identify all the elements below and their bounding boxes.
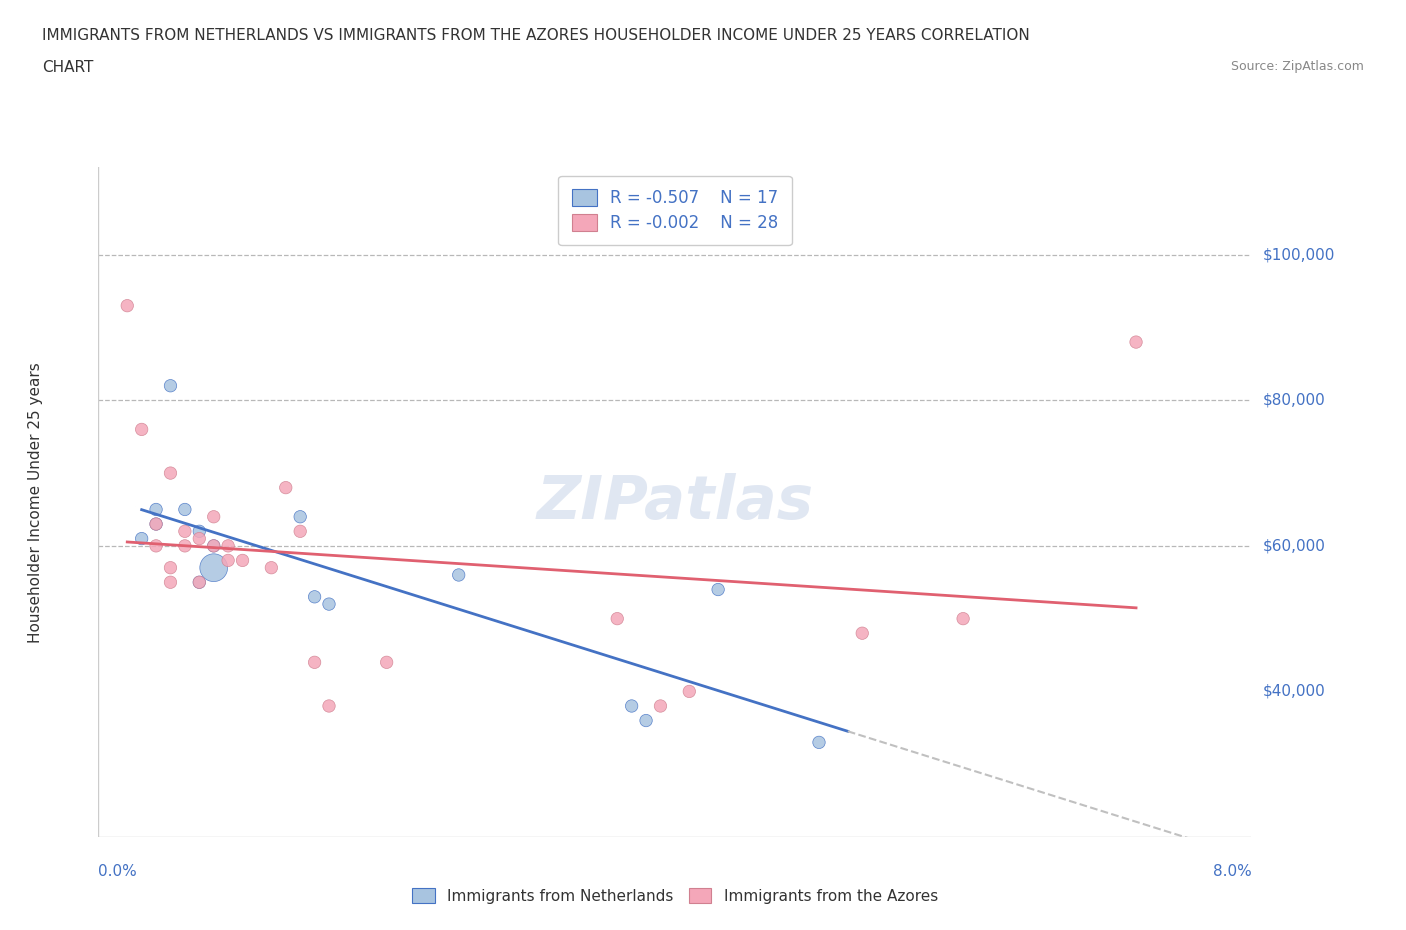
Text: $60,000: $60,000: [1263, 538, 1326, 553]
Point: [174, 538, 197, 553]
Point: [131, 422, 153, 437]
Point: [202, 538, 225, 553]
Point: [375, 655, 398, 670]
Text: ZIPatlas: ZIPatlas: [536, 472, 814, 532]
Text: 8.0%: 8.0%: [1212, 864, 1251, 879]
Text: Householder Income Under 25 years: Householder Income Under 25 years: [28, 362, 42, 643]
Text: $100,000: $100,000: [1263, 247, 1334, 262]
Point: [188, 524, 211, 538]
Point: [620, 698, 643, 713]
Point: [217, 538, 239, 553]
Text: Source: ZipAtlas.com: Source: ZipAtlas.com: [1230, 60, 1364, 73]
Point: [117, 299, 138, 313]
Point: [260, 560, 283, 575]
Point: [159, 466, 181, 481]
Text: 0.0%: 0.0%: [98, 864, 138, 879]
Point: [202, 510, 225, 525]
Point: [318, 597, 340, 612]
Text: IMMIGRANTS FROM NETHERLANDS VS IMMIGRANTS FROM THE AZORES HOUSEHOLDER INCOME UND: IMMIGRANTS FROM NETHERLANDS VS IMMIGRANT…: [42, 28, 1031, 43]
Point: [851, 626, 873, 641]
Point: [318, 698, 340, 713]
Point: [159, 560, 181, 575]
Point: [145, 502, 167, 517]
Point: [304, 590, 326, 604]
Point: [304, 655, 326, 670]
Point: [202, 538, 225, 553]
Point: [678, 684, 700, 698]
Text: $40,000: $40,000: [1263, 684, 1326, 699]
Point: [145, 538, 167, 553]
Point: [807, 735, 830, 750]
Point: [606, 611, 628, 626]
Point: [188, 575, 211, 590]
Point: [290, 524, 312, 538]
Point: [174, 524, 197, 538]
Text: CHART: CHART: [42, 60, 94, 75]
Point: [231, 553, 254, 568]
Point: [290, 510, 312, 525]
Point: [174, 502, 197, 517]
Point: [707, 582, 730, 597]
Point: [202, 560, 225, 575]
Point: [145, 516, 167, 531]
Point: [159, 575, 181, 590]
Point: [274, 480, 297, 495]
Point: [188, 575, 211, 590]
Point: [188, 531, 211, 546]
Point: [1125, 335, 1147, 350]
Point: [952, 611, 974, 626]
Point: [636, 713, 658, 728]
Legend: Immigrants from Netherlands, Immigrants from the Azores: Immigrants from Netherlands, Immigrants …: [406, 882, 943, 910]
Point: [159, 379, 181, 393]
Point: [650, 698, 672, 713]
Point: [131, 531, 153, 546]
Point: [145, 516, 167, 531]
Point: [217, 553, 239, 568]
Point: [447, 567, 470, 582]
Text: $80,000: $80,000: [1263, 392, 1326, 407]
